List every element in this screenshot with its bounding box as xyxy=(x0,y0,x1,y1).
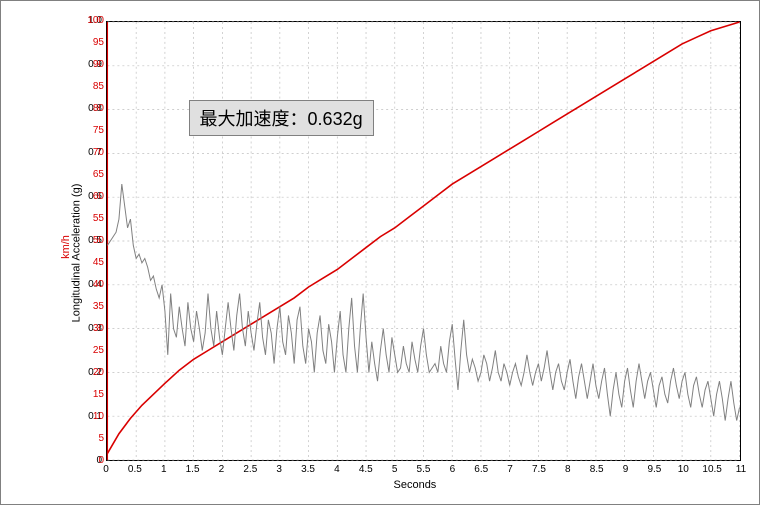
y-right-tick: 65 xyxy=(84,170,104,180)
x-tick: 8.5 xyxy=(582,465,612,475)
x-tick: 4 xyxy=(322,465,352,475)
x-tick: 8 xyxy=(553,465,583,475)
y-right-tick: 95 xyxy=(84,38,104,48)
y-right-tick: 90 xyxy=(84,60,104,70)
x-tick: 4.5 xyxy=(351,465,381,475)
y-right-tick: 10 xyxy=(84,412,104,422)
x-tick: 3 xyxy=(264,465,294,475)
x-tick: 1.5 xyxy=(178,465,208,475)
x-tick: 1 xyxy=(149,465,179,475)
y-right-tick: 20 xyxy=(84,368,104,378)
y-right-tick: 70 xyxy=(84,148,104,158)
x-tick: 6.5 xyxy=(466,465,496,475)
y-right-tick: 100 xyxy=(84,16,104,26)
y-right-tick: 80 xyxy=(84,104,104,114)
x-tick: 6 xyxy=(437,465,467,475)
chart-container: Longitudinal Acceleration (g) 00.511.522… xyxy=(0,0,760,505)
chart-svg xyxy=(107,22,740,460)
y-right-tick: 50 xyxy=(84,236,104,246)
y-right-tick: 85 xyxy=(84,82,104,92)
x-tick: 0 xyxy=(91,465,121,475)
y-right-tick: 35 xyxy=(84,302,104,312)
y-right-axis-label: km/h xyxy=(60,235,72,259)
x-tick: 9.5 xyxy=(639,465,669,475)
x-tick: 11 xyxy=(726,465,756,475)
x-tick: 5.5 xyxy=(409,465,439,475)
y-right-tick: 5 xyxy=(84,434,104,444)
y-right-tick: 55 xyxy=(84,214,104,224)
x-tick: 7 xyxy=(495,465,525,475)
y-right-tick: 15 xyxy=(84,390,104,400)
y-left-axis-label: Longitudinal Acceleration (g) xyxy=(70,183,82,322)
x-tick: 9 xyxy=(611,465,641,475)
y-right-tick: 45 xyxy=(84,258,104,268)
x-tick: 2 xyxy=(206,465,236,475)
x-tick: 10 xyxy=(668,465,698,475)
y-right-tick: 0 xyxy=(84,456,104,466)
y-right-tick: 25 xyxy=(84,346,104,356)
y-right-tick: 75 xyxy=(84,126,104,136)
x-tick: 3.5 xyxy=(293,465,323,475)
x-tick: 7.5 xyxy=(524,465,554,475)
y-right-tick: 60 xyxy=(84,192,104,202)
y-right-tick: 30 xyxy=(84,324,104,334)
plot-area xyxy=(106,21,741,461)
annotation-max-accel: 最大加速度：0.632g xyxy=(189,100,374,136)
x-tick: 0.5 xyxy=(120,465,150,475)
x-tick: 2.5 xyxy=(235,465,265,475)
x-tick: 10.5 xyxy=(697,465,727,475)
x-tick: 5 xyxy=(380,465,410,475)
y-right-tick: 40 xyxy=(84,280,104,290)
x-axis-label: Seconds xyxy=(394,479,437,491)
